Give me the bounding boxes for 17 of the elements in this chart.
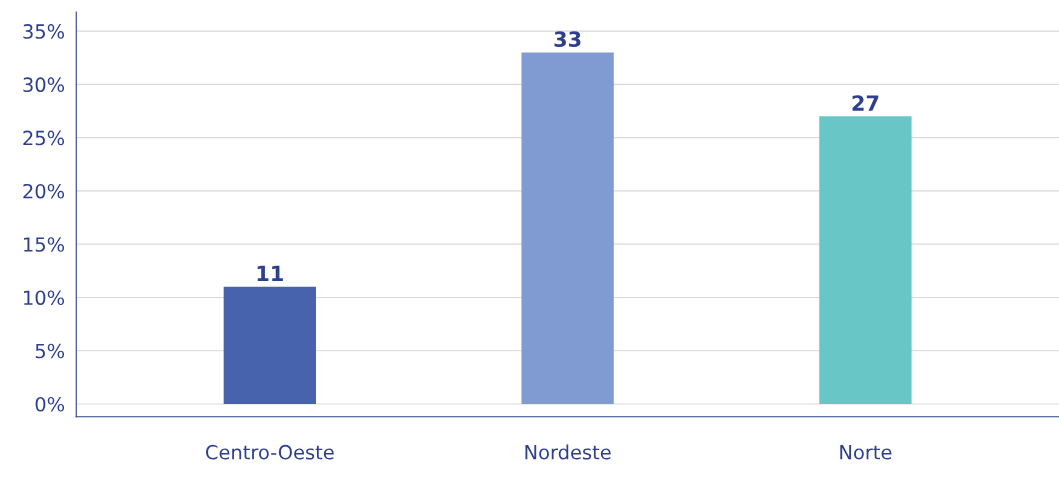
data-label: 11	[257, 265, 283, 282]
data-label: 33	[554, 31, 581, 48]
bar	[223, 286, 316, 404]
x-tick-label: Norte	[840, 445, 892, 460]
y-tick-label: 30%	[23, 77, 65, 93]
y-tick-label: 5%	[35, 343, 65, 359]
y-tick-label: 10%	[24, 290, 65, 306]
y-tick-label: 35%	[23, 24, 65, 39]
y-tick-label: 0%	[35, 396, 65, 412]
x-tick-label: Nordeste	[525, 444, 611, 460]
y-tick-label: 25%	[23, 130, 65, 146]
data-label: 27	[852, 95, 879, 111]
y-tick-label: 15%	[24, 237, 65, 252]
bar	[819, 116, 912, 404]
bar	[521, 52, 614, 404]
y-tick-label: 20%	[23, 183, 65, 199]
x-tick-label: Centro-Oeste	[205, 444, 334, 460]
